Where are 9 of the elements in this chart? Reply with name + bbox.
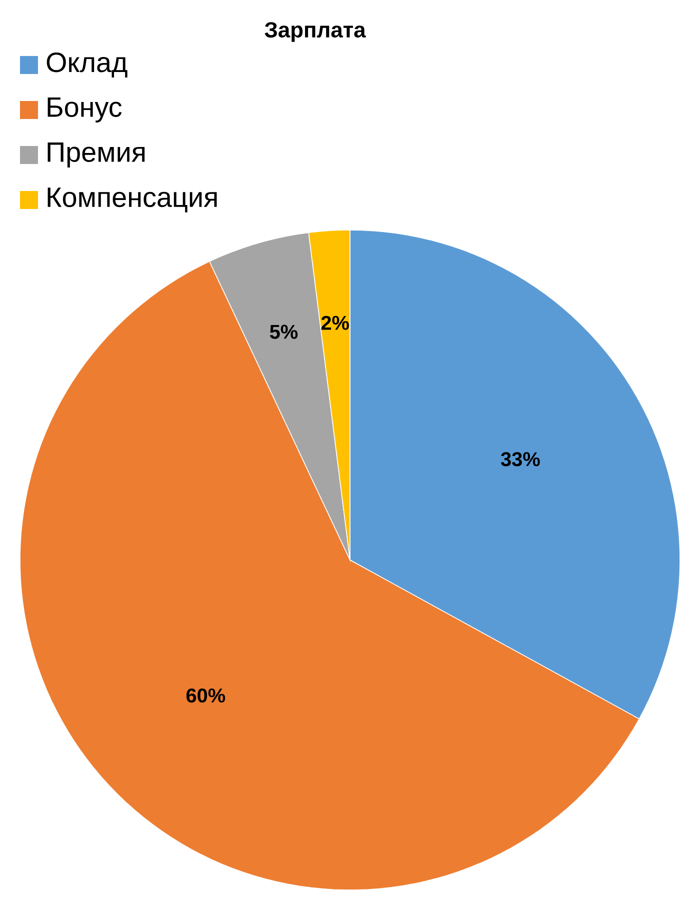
data-label: 60%: [186, 688, 226, 703]
legend-label: Компенсация: [48, 188, 217, 212]
chart-title: Зарплата: [264, 22, 366, 42]
data-label: 2%: [321, 316, 349, 330]
data-label: 33%: [500, 452, 540, 466]
legend-label: Премия: [48, 142, 145, 168]
legend-label: Оклад: [46, 52, 128, 78]
data-label: 5%: [270, 324, 298, 339]
legend-label: Бонус: [48, 98, 122, 122]
